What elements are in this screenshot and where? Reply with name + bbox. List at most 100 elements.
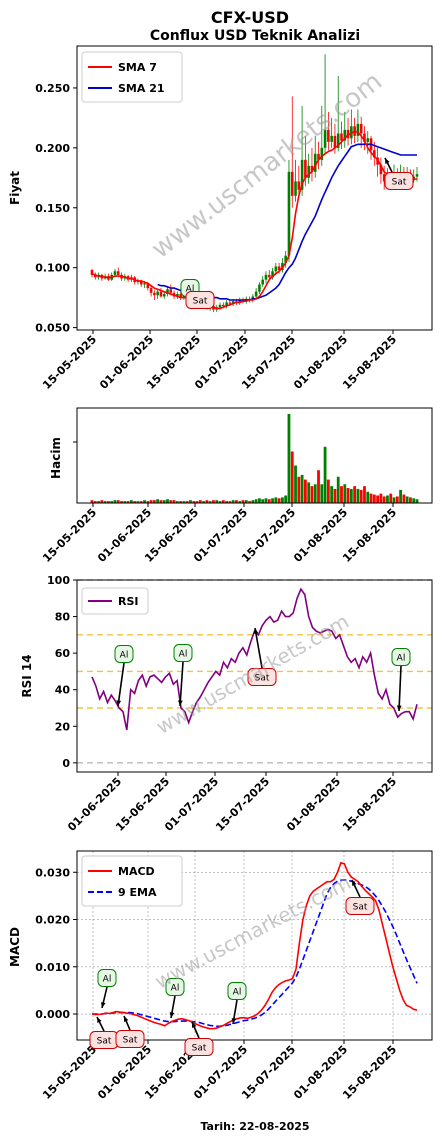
signal-arrowhead [385,158,390,164]
volume-bar [281,497,284,503]
volume-bar [93,501,97,503]
signal-arrowhead [101,1002,106,1008]
y-tick-label: 40 [55,684,71,697]
volume-bar [107,501,110,503]
macd-signal-sell: Sat [97,1037,112,1047]
volume-bar [369,493,373,503]
candle-body [340,133,343,141]
candle-body [153,292,156,296]
volume-bar [123,501,127,503]
volume-bar [300,474,304,503]
volume-bar [264,498,268,503]
candle-body [366,138,370,142]
volume-bar [343,484,347,503]
volume-bar [189,500,192,503]
signal-arrow [179,661,184,707]
volume-bar [402,494,406,503]
volume-bar [415,499,419,503]
signal-arrowhead [169,1012,175,1018]
rsi-signal-buy-box [391,648,411,666]
macd-signal-sell-box [345,897,375,915]
candle-body [149,288,153,293]
candle-body [166,289,169,295]
volume-bar [231,500,235,503]
volume-bar [244,500,248,503]
macd-signal-buy-box [97,969,117,987]
rsi-panel: 01-06-202515-06-202501-07-202515-07-2025… [20,574,433,834]
y-tick-label: 80 [55,611,71,624]
volume-bar [320,484,324,503]
candle-body [143,283,146,285]
signal-arrow [398,665,402,712]
candle-body [284,255,287,263]
legend-box [81,587,149,615]
signal-arrowhead [192,1022,197,1028]
volume-bar [133,501,137,503]
candle-body [304,159,307,178]
volume-bar [182,501,186,503]
volume-bar [323,446,327,503]
candle-body [320,147,324,160]
x-tick-label: 15-05-2025 [40,1043,99,1102]
y-axis-label: RSI 14 [20,654,34,697]
candle-body [228,302,232,304]
volume-bar [395,496,399,503]
signal-arrow [117,662,125,707]
volume-bar [366,491,370,503]
volume-bar [349,488,353,503]
volume-bar [212,500,215,503]
candle-body [310,165,314,172]
candle-body [363,133,366,142]
volume-bar [336,476,340,503]
candle-body [359,123,363,134]
signal-arrowhead [97,1017,102,1023]
volume-bar [225,501,228,503]
volume-bar [271,498,274,503]
candle-body [327,129,330,142]
volume-bar [382,496,386,503]
volume-bar [303,479,307,503]
rsi-signal-buy: Al [120,651,129,661]
volume-bar [363,486,366,503]
macd-signal-sell: Sat [123,1036,138,1046]
candle-body [267,274,271,278]
x-tick-label: 15-05-2025 [40,506,99,565]
volume-bar [221,500,225,503]
volume-bar [290,451,294,503]
volume-bar [143,500,146,503]
candle-body [258,284,261,292]
y-tick-label: 0.030 [35,866,70,879]
signal-arrowhead [253,628,259,634]
rsi-signal-sell-box [247,668,277,686]
volume-bar [386,495,389,503]
volume-bar [399,489,402,503]
y-tick-label: 0.150 [35,202,70,215]
volume-bar [97,501,100,503]
volume-bar [195,501,199,503]
rsi-signal-buy: Al [397,654,406,664]
candle-body [176,294,179,297]
volume-bar [218,501,222,503]
macd-xlabel: Tarih: 22-08-2025 [200,1120,309,1133]
volume-bar [113,500,117,503]
volume-bar [307,482,311,503]
macd-panel: 15-05-202501-06-202515-06-202501-07-2025… [8,850,433,1102]
volume-bar [126,501,130,503]
candle-body [264,274,268,280]
volume-bar [409,497,412,503]
macd-signal-buy: Al [171,984,180,994]
candle-body [294,181,297,196]
chart-subtitle: Conflux USD Teknik Analizi [150,28,360,44]
axes-frame [76,579,433,773]
volume-bar [261,499,265,503]
volume-bar [353,486,357,503]
volume-bar [159,500,163,503]
volume-bar [120,501,123,503]
volume-bar [333,488,337,503]
volume-bar [376,495,380,503]
candle-body [261,279,265,285]
macd-signal-buy-box [227,982,247,1000]
candle-body [300,159,304,190]
volume-bar [326,479,330,503]
x-tick-label: 15-08-2025 [340,775,399,834]
